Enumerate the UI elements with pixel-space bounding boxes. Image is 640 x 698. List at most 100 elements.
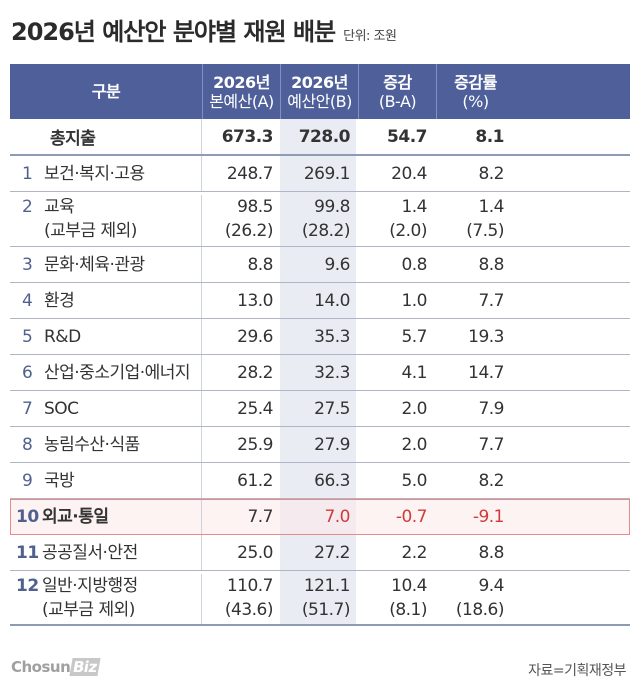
row-label-cell: 3 문화·체육·관광	[10, 247, 202, 282]
cell-b: 27.9	[314, 434, 350, 455]
cell-a: 25.9	[237, 434, 273, 455]
cell-rate: 14.7	[468, 362, 504, 383]
chosunbiz-logo: ChosunBiz	[11, 658, 101, 676]
cell-diff: 20.4	[391, 163, 427, 184]
row-label: R&D	[44, 326, 81, 347]
budget-table: 구분 2026년 본예산(A) 2026년 예산안(B) 증감 (B-A) 증감률 (%…	[10, 64, 630, 626]
header-col-b: 2026년 예산안(B)	[281, 64, 359, 119]
row-label: 농림수산·식품	[44, 434, 140, 455]
header-col-a: 2026년 본예산(A)	[203, 64, 281, 119]
row-number: 8	[22, 434, 33, 455]
cell-b-sub: (51.7)	[301, 600, 351, 620]
row-label: 환경	[44, 290, 75, 311]
page-title: 2026년 예산안 분야별 재원 배분	[11, 18, 336, 46]
title-block: 2026년 예산안 분야별 재원 배분 단위: 조원	[11, 12, 397, 47]
row-number: 11	[16, 542, 39, 563]
row-label: 총지출	[50, 129, 96, 149]
cell-a: 98.5 (26.2)	[202, 195, 279, 246]
cell-a: 28.2	[237, 362, 273, 383]
row-number: 1	[22, 163, 33, 184]
cell-rate: 8.8	[478, 542, 504, 563]
cell-rate: 9.4 (18.6)	[433, 574, 510, 624]
row-number: 9	[22, 470, 33, 491]
cell-diff: 2.0	[401, 398, 427, 419]
cell-b: 269.1	[303, 163, 351, 184]
cell-a: 13.0	[237, 290, 273, 311]
row-label-cell: 5 R&D	[10, 319, 202, 354]
row-label: 문화·체육·관광	[44, 254, 145, 275]
cell-a: 673.3	[221, 126, 274, 147]
row-label: 보건·복지·고용	[44, 163, 145, 184]
cell-a: 29.6	[237, 326, 273, 347]
cell-b: 7.0	[324, 506, 350, 527]
table-row: 7 SOC 25.4 27.5 2.0 7.9	[10, 391, 630, 427]
cell-rate: 7.7	[478, 434, 504, 455]
cell-rate-main: 1.4	[478, 197, 504, 217]
cell-diff: 5.7	[401, 326, 427, 347]
table-header: 구분 2026년 본예산(A) 2026년 예산안(B) 증감 (B-A) 증감률 (%…	[10, 64, 630, 119]
cell-b: 66.3	[314, 470, 350, 491]
table-row: 12 일반·지방행정 (교부금 제외) 110.7 (43.6) 121.1 (51.7…	[10, 571, 630, 626]
row-label-cell: 1 보건·복지·고용	[10, 156, 202, 191]
cell-diff: 2.2	[401, 542, 427, 563]
cell-rate: 8.2	[478, 163, 504, 184]
cell-rate-sub: (7.5)	[466, 221, 504, 241]
logo-text: Chosun	[11, 658, 71, 676]
table-row: 4 환경 13.0 14.0 1.0 7.7	[10, 283, 630, 319]
cell-b: 32.3	[314, 362, 350, 383]
cell-b-main: 99.8	[314, 197, 350, 217]
header-col-rate: 증감률 (%)	[437, 64, 514, 119]
table-row-total: 총지출 673.3 728.0 54.7 8.1	[10, 119, 630, 156]
cell-b-main: 121.1	[303, 576, 351, 596]
cell-b-sub: (28.2)	[301, 221, 351, 241]
cell-b: 9.6	[324, 254, 350, 275]
cell-a: 7.7	[247, 506, 273, 527]
table-row: 3 문화·체육·관광 8.8 9.6 0.8 8.8	[10, 247, 630, 283]
unit-label: 단위: 조원	[343, 29, 397, 44]
row-label-cell: 12 일반·지방행정 (교부금 제외)	[10, 574, 202, 624]
table-row: 6 산업·중소기업·에너지 28.2 32.3 4.1 14.7	[10, 355, 630, 391]
row-number: 5	[22, 326, 33, 347]
cell-rate: 8.8	[478, 254, 504, 275]
row-number: 10	[16, 506, 39, 527]
cell-diff: 4.1	[401, 362, 427, 383]
row-label: 교육 (교부금 제외)	[44, 195, 137, 243]
cell-diff: 5.0	[401, 470, 427, 491]
logo-biz-mark: Biz	[69, 658, 101, 676]
cell-a-sub: (26.2)	[224, 221, 274, 241]
row-label: 국방	[44, 470, 75, 491]
row-label: 산업·중소기업·에너지	[44, 362, 191, 383]
cell-b: 728.0	[298, 126, 351, 147]
cell-rate-sub: (18.6)	[455, 600, 505, 620]
table-row: 11 공공질서·안전 25.0 27.2 2.2 8.8	[10, 535, 630, 571]
table-row: 5 R&D 29.6 35.3 5.7 19.3	[10, 319, 630, 355]
table-row: 1 보건·복지·고용 248.7 269.1 20.4 8.2	[10, 156, 630, 192]
row-label-cell: 10 외교·통일	[10, 499, 202, 534]
table-body: 총지출 673.3 728.0 54.7 8.1 1 보건·복지·고용 248.7…	[10, 119, 630, 626]
cell-rate: 7.7	[478, 290, 504, 311]
header-col-rate-label: (%)	[462, 91, 489, 111]
header-category-label: 구분	[91, 82, 121, 101]
row-label-sub: (교부금 제외)	[44, 221, 137, 241]
cell-b: 35.3	[314, 326, 350, 347]
highlight-column-b	[280, 119, 356, 626]
cell-diff: 0.8	[401, 254, 427, 275]
header-category: 구분	[10, 64, 203, 119]
header-col-a-year: 2026년	[213, 72, 270, 92]
cell-diff: 1.4 (2.0)	[356, 195, 433, 246]
row-number: 6	[22, 362, 33, 383]
cell-diff: 10.4 (8.1)	[356, 574, 433, 624]
table-row-highlighted: 10 외교·통일 7.7 7.0 -0.7 -9.1	[10, 499, 630, 535]
row-label-main: 교육	[44, 197, 75, 217]
cell-diff-main: 10.4	[391, 576, 427, 596]
cell-b: 121.1 (51.7)	[279, 574, 356, 624]
cell-diff: 1.0	[401, 290, 427, 311]
cell-rate: -9.1	[472, 506, 505, 527]
row-label-cell: 8 농림수산·식품	[10, 427, 202, 462]
row-number: 3	[22, 254, 33, 275]
row-label-main: 일반·지방행정	[42, 576, 138, 596]
row-number: 7	[22, 398, 33, 419]
row-number: 12	[16, 576, 39, 596]
cell-rate: 8.1	[475, 126, 504, 147]
row-label-cell: 4 환경	[10, 283, 202, 318]
